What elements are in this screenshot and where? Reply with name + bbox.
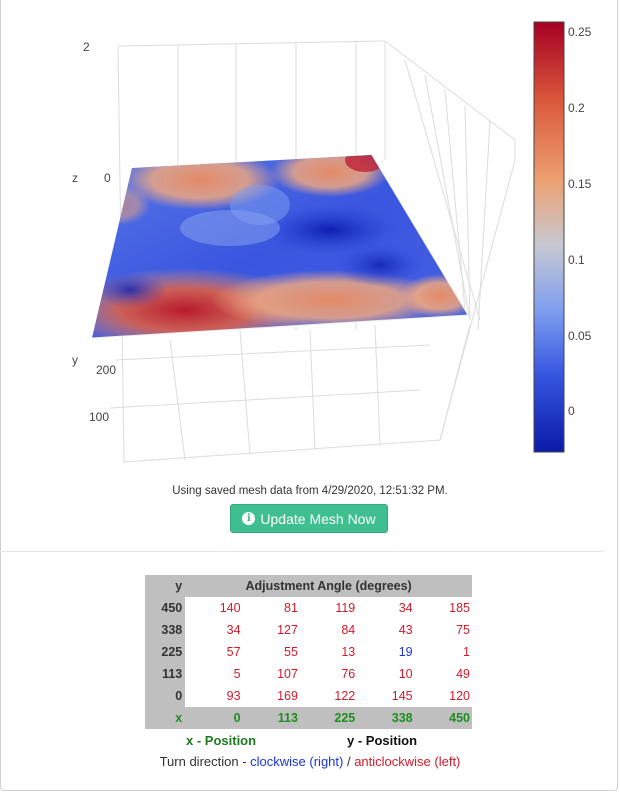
- angle-cell: 122: [334, 689, 356, 703]
- colorbar-gradient: [533, 21, 565, 453]
- angle-cell: 169: [277, 689, 298, 703]
- colorbar-tick-0.2: 0.2: [568, 101, 585, 115]
- z-axis-label: z: [72, 171, 78, 185]
- angle-cell: 55: [284, 645, 298, 659]
- x-value: 338: [357, 707, 415, 729]
- update-mesh-button[interactable]: i Update Mesh Now: [230, 504, 388, 533]
- row-y-value: 450: [145, 597, 186, 619]
- angle-cell: 49: [456, 667, 470, 681]
- table-row: 450 140 81 119 34 185: [145, 597, 472, 619]
- x-value: 113: [242, 707, 300, 729]
- y-column-header: y: [145, 575, 186, 597]
- mesh-status-text: Using saved mesh data from 4/29/2020, 12…: [172, 485, 448, 497]
- y-tick-200: 200: [96, 363, 116, 377]
- angle-cell: 145: [391, 689, 413, 703]
- angle-cell: 34: [398, 601, 413, 615]
- angle-cell: 84: [341, 623, 356, 637]
- angle-cell: 93: [226, 689, 241, 703]
- surface-plot-svg[interactable]: 2 z 0 y 200 100 0.25 0.2 0.15 0.1 0.05 0: [0, 0, 620, 470]
- table-row: 338 34 127 84 43 75: [145, 619, 472, 641]
- angle-cell: 10: [398, 667, 413, 681]
- row-y-value: 338: [145, 619, 186, 641]
- angle-cell: 75: [456, 623, 470, 637]
- table-row: 0 93 169 122 145 120: [145, 685, 472, 707]
- angle-cell: 185: [449, 601, 470, 615]
- angle-cell: 13: [341, 645, 356, 659]
- angle-cell: 107: [277, 667, 298, 681]
- angle-cell: 1: [463, 645, 470, 659]
- axis-labels: 2 z 0 y 200 100: [72, 40, 116, 424]
- table-row: 225 57 55 13 19 1: [145, 641, 472, 663]
- table-header-row: y Adjustment Angle (degrees): [145, 575, 472, 597]
- section-divider: [0, 551, 604, 552]
- x-position-label: x - Position: [186, 733, 257, 748]
- y-axis-label: y: [72, 353, 78, 367]
- y-tick-100: 100: [89, 410, 109, 424]
- colorbar-tick-0.05: 0.05: [568, 329, 592, 343]
- adjustment-angle-header: Adjustment Angle (degrees): [185, 575, 472, 597]
- surface-mesh: [91, 154, 469, 339]
- y-position-label: y - Position: [347, 733, 418, 748]
- angle-cell: 140: [219, 601, 241, 615]
- row-y-value: 113: [145, 663, 186, 685]
- x-value: 225: [299, 707, 358, 729]
- x-values-row: x 0 113 225 338 450: [145, 707, 472, 729]
- turn-direction-legend: Turn direction - clockwise (right) / ant…: [0, 754, 620, 769]
- axis-gridlines: [109, 40, 516, 463]
- colorbar-tick-0.15: 0.15: [568, 177, 592, 191]
- angle-cell: 34: [226, 623, 241, 637]
- angle-cell: 57: [226, 645, 241, 659]
- surface-plot[interactable]: 2 z 0 y 200 100 0.25 0.2 0.15 0.1 0.05 0: [0, 0, 620, 470]
- table-row: 113 5 107 76 10 49: [145, 663, 472, 685]
- x-value: 0: [185, 707, 243, 729]
- colorbar-tick-0.1: 0.1: [568, 253, 585, 267]
- colorbar: 0.25 0.2 0.15 0.1 0.05 0: [533, 21, 592, 453]
- adjustment-angle-table: y Adjustment Angle (degrees) 450 140 81 119…: [145, 575, 472, 729]
- clockwise-legend: clockwise (right): [250, 754, 344, 769]
- anticlockwise-legend: anticlockwise (left): [354, 754, 461, 769]
- x-row-header: x: [145, 707, 186, 729]
- row-y-value: 0: [145, 685, 186, 707]
- z-tick-2: 2: [83, 40, 90, 54]
- z-tick-0: 0: [104, 171, 111, 185]
- angle-cell: 5: [233, 667, 241, 681]
- angle-cell: 120: [449, 689, 470, 703]
- row-y-value: 225: [145, 641, 186, 663]
- angle-cell: 127: [277, 623, 298, 637]
- angle-cell: 19: [398, 645, 413, 659]
- legend-separator: /: [343, 754, 355, 769]
- x-value: 450: [414, 707, 472, 729]
- colorbar-tick-0.25: 0.25: [568, 25, 592, 39]
- angle-cell: 76: [341, 667, 356, 681]
- info-circle-icon: i: [242, 512, 256, 525]
- table-body: 450 140 81 119 34 185 338 34 127 84 43 75 225 57 55 13 1…: [145, 597, 472, 729]
- colorbar-tick-0: 0: [568, 404, 575, 418]
- angle-cell: 43: [398, 623, 413, 637]
- angle-cell: 119: [335, 601, 356, 615]
- turn-direction-prefix: Turn direction -: [159, 754, 251, 769]
- angle-cell: 81: [284, 601, 298, 615]
- update-mesh-button-label: Update Mesh Now: [260, 510, 376, 527]
